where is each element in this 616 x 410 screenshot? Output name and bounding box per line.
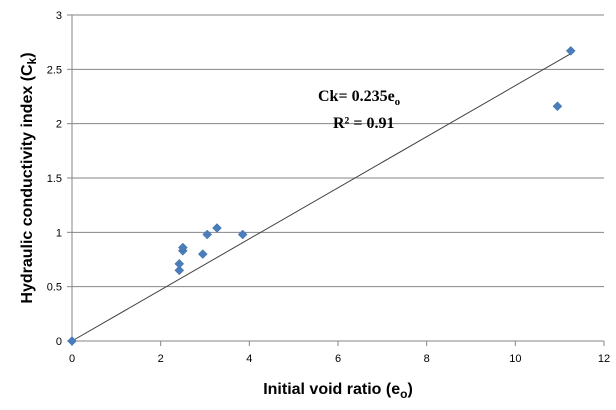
data-point (202, 229, 213, 240)
equation-annotation: Ck= 0.235eo (318, 88, 401, 108)
x-tick-label: 8 (424, 353, 430, 365)
data-points (67, 46, 576, 346)
data-point (212, 223, 222, 233)
y-tick-label: 3 (56, 10, 62, 22)
data-point (565, 46, 576, 56)
y-tick-label: 0 (56, 336, 62, 348)
trendline-group (71, 53, 571, 342)
y-axis-title-subscript: k (25, 57, 39, 64)
tick-labels: 0 0.5 1 1.5 2 2.5 3 0 2 4 6 8 10 12 (47, 10, 610, 365)
trendline (71, 53, 571, 342)
x-tick-label: 12 (598, 353, 610, 365)
x-tick-label: 6 (335, 353, 341, 365)
y-tick-label: 2.5 (47, 64, 62, 76)
x-tick-label: 4 (246, 353, 252, 365)
data-point (174, 265, 185, 276)
y-tick-label: 1.5 (47, 173, 62, 185)
gridlines (72, 14, 604, 288)
y-axis-title-text: Hydraulic conductivity index (C (19, 64, 36, 304)
x-tick-label: 0 (69, 353, 75, 365)
x-axis-title: Initial void ratio (eo) (263, 381, 413, 401)
data-point (237, 229, 248, 240)
x-axis-title-end: ) (407, 381, 412, 398)
y-tick-label: 1 (56, 227, 62, 239)
x-axis-title-text: Initial void ratio (e (263, 381, 400, 398)
data-point (177, 242, 188, 253)
y-tick-label: 2 (56, 119, 62, 131)
y-axis-title: Hydraulic conductivity index (Ck) (19, 52, 39, 303)
y-axis-title-end: ) (19, 52, 36, 57)
data-point (197, 249, 208, 259)
y-tick-label: 0.5 (47, 282, 62, 294)
x-tick-label: 10 (509, 353, 521, 365)
data-point (67, 336, 77, 346)
r-squared-annotation: R² = 0.91 (333, 115, 394, 132)
x-axis-title-subscript: o (400, 387, 407, 401)
data-point (174, 258, 185, 269)
data-point (552, 101, 563, 112)
equation-text: Ck= 0.235e (318, 88, 395, 105)
x-tick-label: 2 (158, 353, 164, 365)
equation-subscript: o (395, 96, 401, 108)
